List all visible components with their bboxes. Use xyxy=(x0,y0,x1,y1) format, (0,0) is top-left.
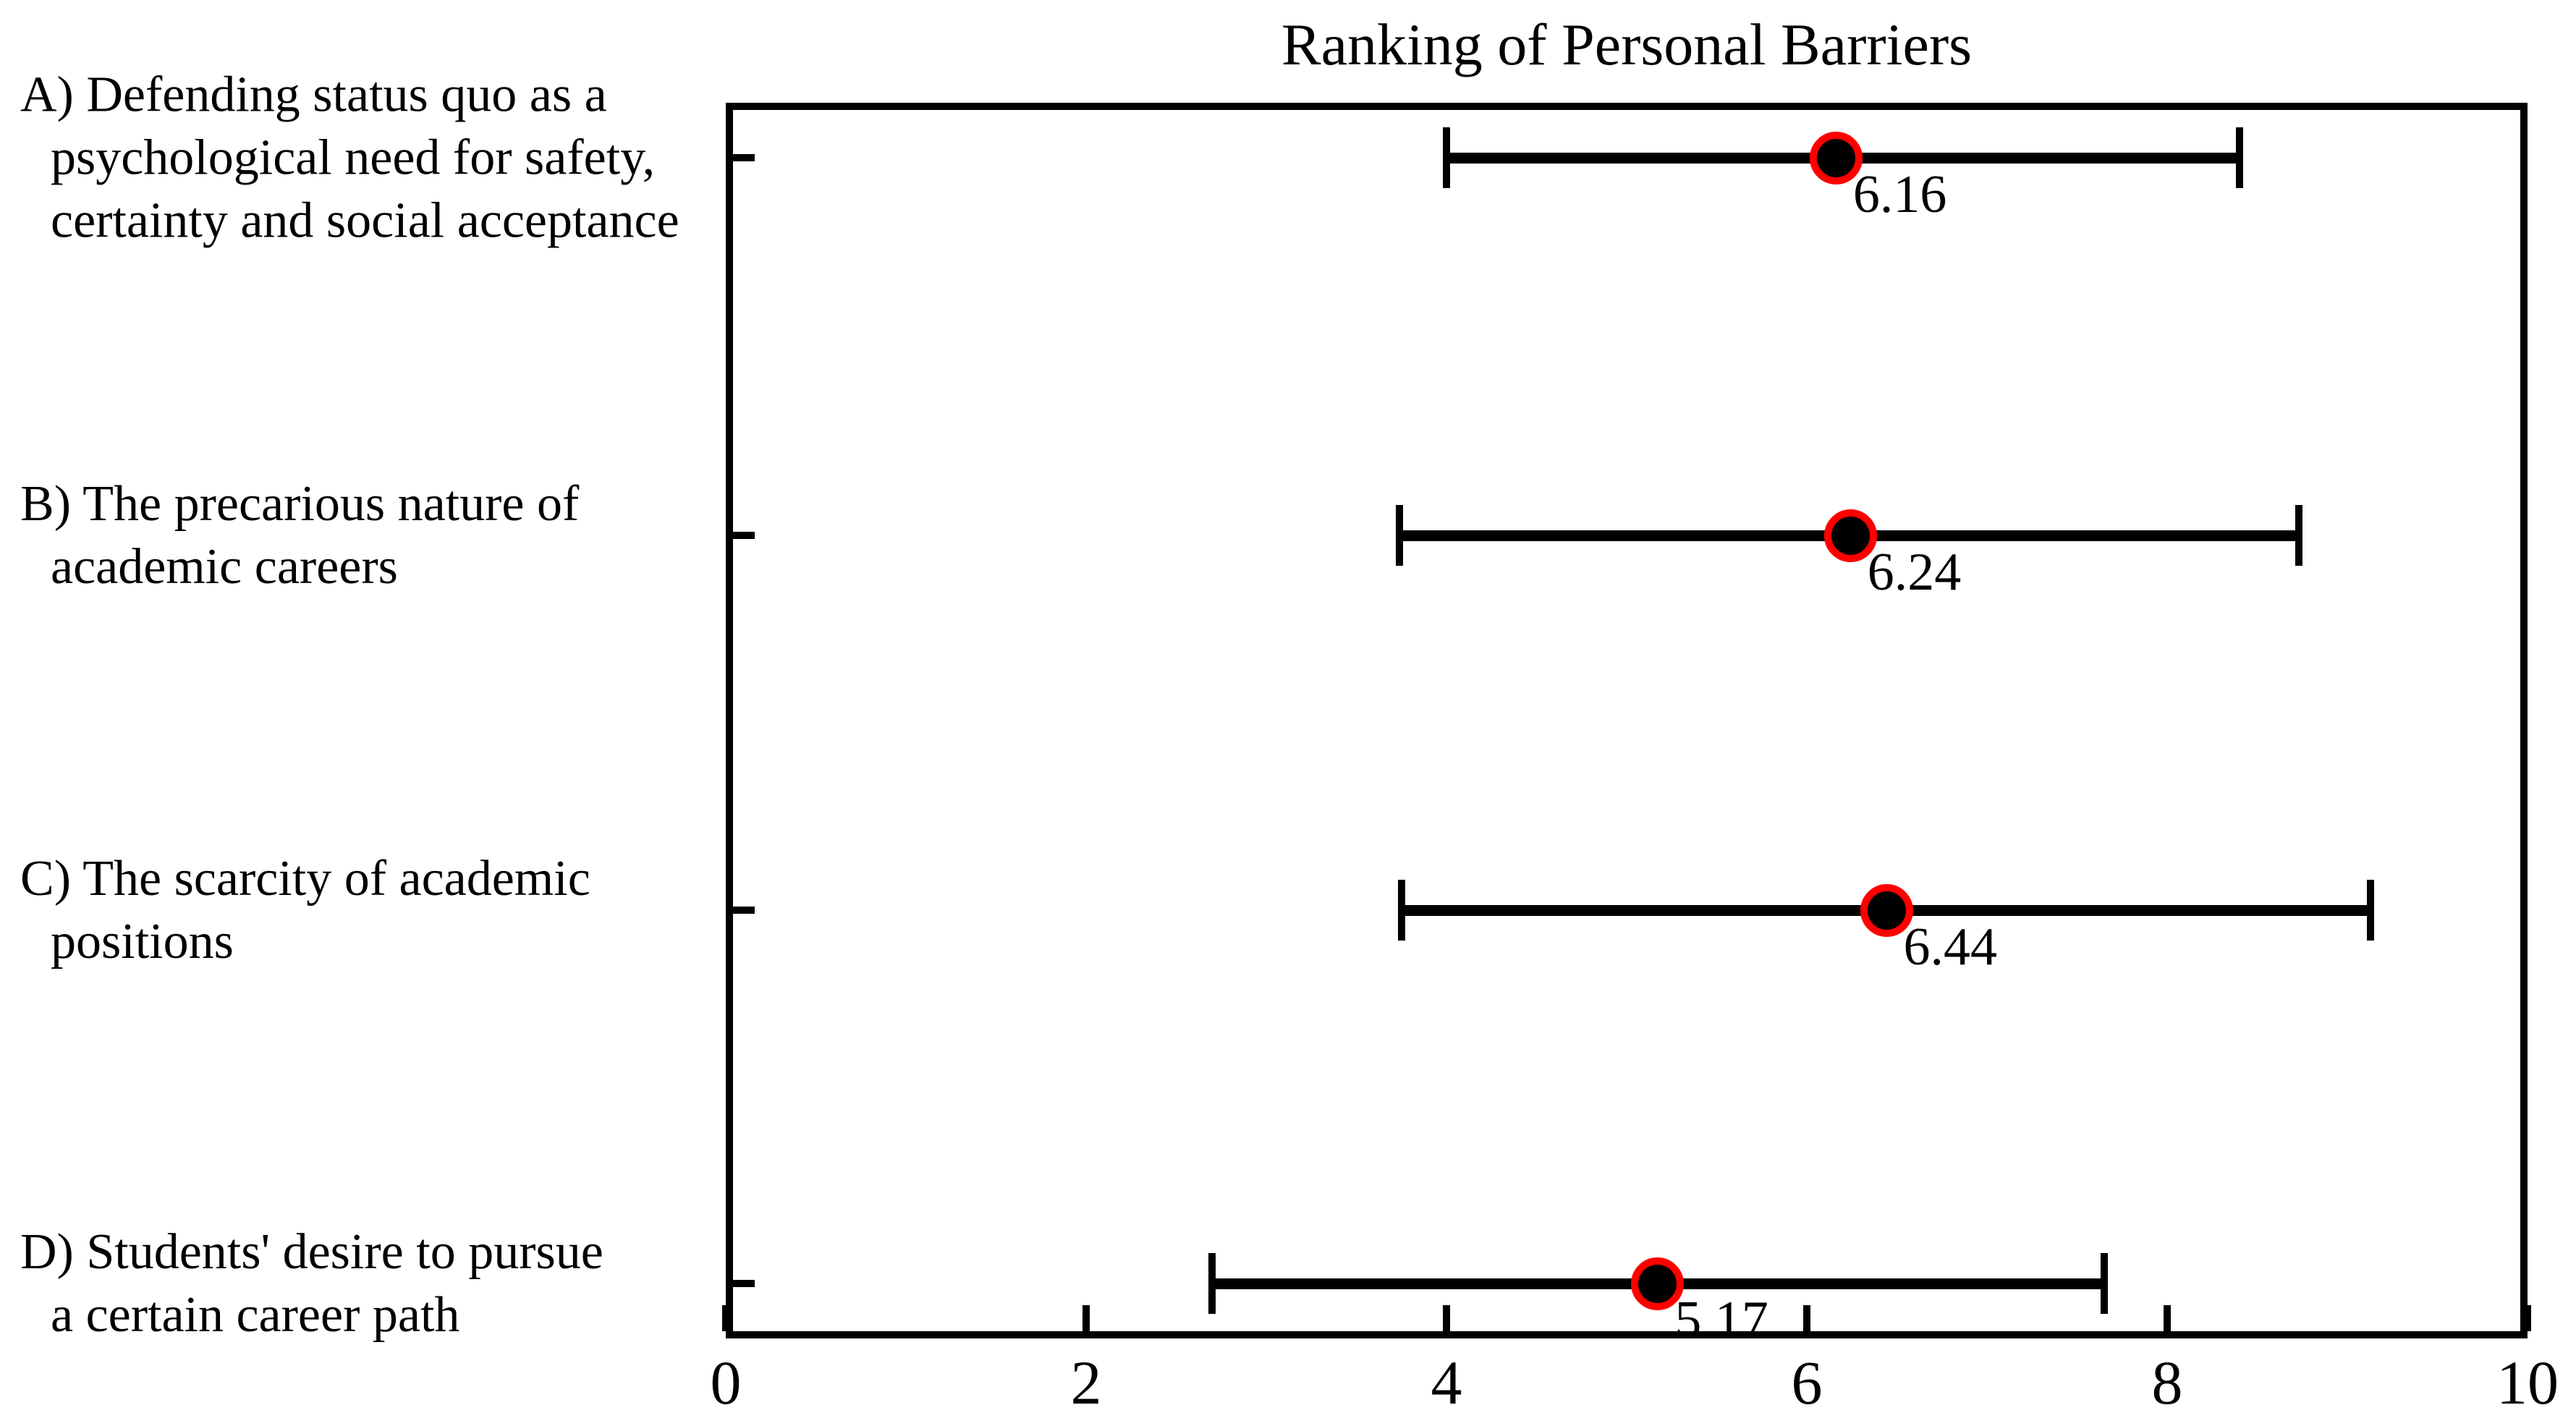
y-axis-tick xyxy=(733,154,755,161)
category-label-line: psychological need for safety, xyxy=(51,130,656,186)
x-axis-tick xyxy=(2524,1305,2531,1331)
error-bar-cap-right xyxy=(2235,127,2243,188)
error-bar-cap-left xyxy=(1443,127,1450,188)
error-bar-cap-left xyxy=(1397,880,1405,941)
category-label-line: certainty and social acceptance xyxy=(51,192,679,249)
y-axis-tick xyxy=(733,532,755,539)
mean-marker xyxy=(1860,884,1913,937)
error-bar-cap-left xyxy=(1396,505,1404,566)
mean-marker xyxy=(1823,509,1877,562)
category-label-line: D) Students' desire to pursue xyxy=(20,1224,603,1280)
category-label-line: B) The precarious nature of xyxy=(20,476,580,532)
plot-area xyxy=(726,103,2528,1338)
x-axis-tick-label: 4 xyxy=(1431,1348,1462,1417)
category-label-line: academic careers xyxy=(51,539,398,595)
x-axis-tick-label: 8 xyxy=(2151,1348,2183,1417)
category-label-d: D) Students' desire to pursue a certain c… xyxy=(20,1221,719,1346)
error-bar-cap-right xyxy=(2295,505,2302,566)
x-axis-tick-label: 10 xyxy=(2496,1348,2559,1417)
category-label-c: C) The scarcity of academic positions xyxy=(20,847,719,973)
category-label-line: a certain career path xyxy=(51,1287,460,1343)
x-axis-tick xyxy=(1803,1305,1810,1331)
x-axis-tick xyxy=(1443,1305,1450,1331)
mean-value-label: 5.17 xyxy=(1674,1291,1768,1350)
error-bar-cap-right xyxy=(2367,880,2375,941)
chart-title: Ranking of Personal Barriers xyxy=(1281,12,1973,77)
x-axis-tick-label: 0 xyxy=(710,1348,742,1417)
error-bar-cap-right xyxy=(2100,1253,2108,1314)
category-label-line: C) The scarcity of academic xyxy=(20,851,590,907)
x-axis-tick xyxy=(2164,1305,2171,1331)
category-label-a: A) Defending status quo as a psychologica… xyxy=(20,64,719,252)
category-label-b: B) The precarious nature of academic care… xyxy=(20,472,719,598)
x-axis-tick xyxy=(722,1305,729,1331)
category-label-line: positions xyxy=(51,914,234,969)
error-bar-cap-left xyxy=(1208,1253,1216,1314)
x-axis-tick xyxy=(1082,1305,1090,1331)
x-axis-tick-label: 6 xyxy=(1791,1348,1823,1417)
mean-value-label: 6.44 xyxy=(1903,917,1998,977)
mean-value-label: 6.24 xyxy=(1867,543,1962,602)
y-axis-tick xyxy=(733,907,755,914)
mean-marker xyxy=(1631,1257,1685,1310)
category-label-line: A) Defending status quo as a xyxy=(20,67,607,123)
y-axis-tick xyxy=(733,1280,755,1287)
mean-marker xyxy=(1809,132,1863,184)
x-axis-tick-label: 2 xyxy=(1070,1348,1102,1417)
mean-value-label: 6.16 xyxy=(1852,165,1947,224)
